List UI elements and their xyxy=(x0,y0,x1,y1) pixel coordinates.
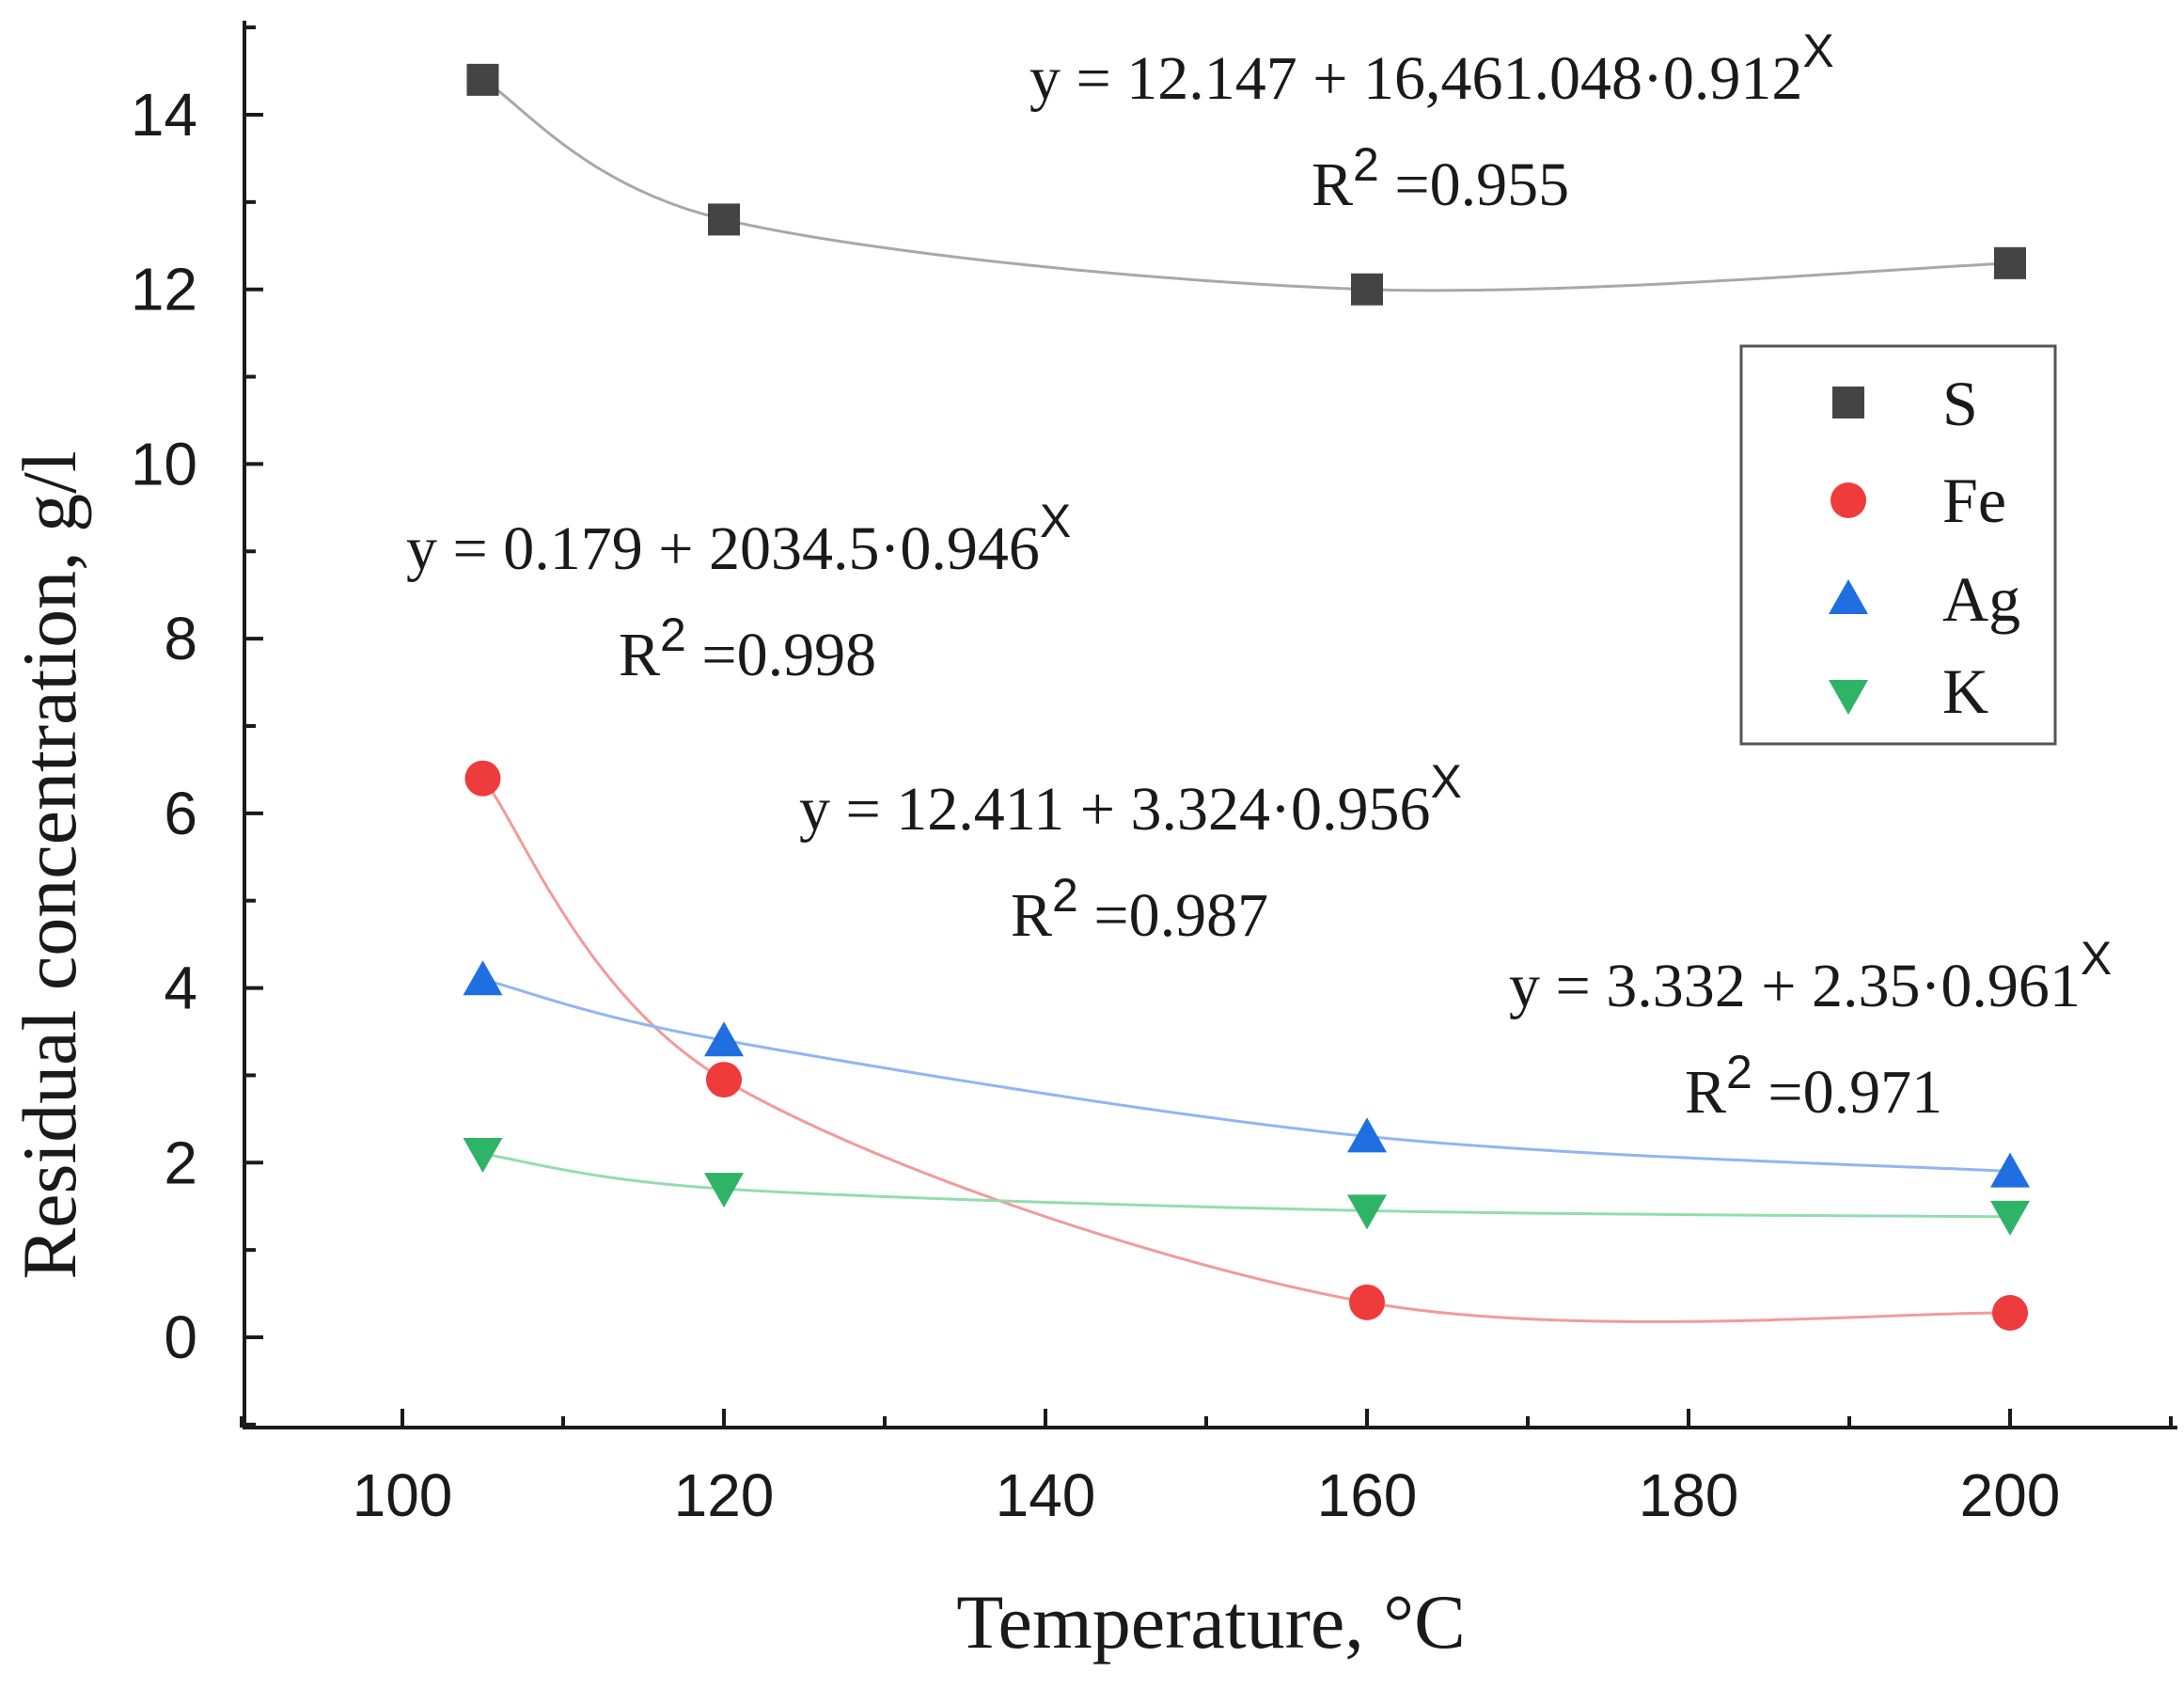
point-k xyxy=(1990,1200,2030,1236)
point-fe xyxy=(1992,1295,2028,1331)
x-tick-label: 180 xyxy=(1639,1461,1739,1529)
r2-s: R2 =0.955 xyxy=(1312,138,1569,219)
legend: S Fe Ag K xyxy=(1739,344,2057,746)
y-ticks: 0 2 4 6 8 10 12 14 xyxy=(131,25,263,1427)
point-s xyxy=(1351,273,1383,306)
legend-label-k: K xyxy=(1942,655,1988,727)
annotation-k: y = 3.332 + 2.35·0.961X R2 =0.971 xyxy=(1509,932,2112,1127)
y-tick-label: 14 xyxy=(131,81,197,149)
y-tick-label: 8 xyxy=(164,605,197,672)
legend-marker-fe xyxy=(1830,482,1866,518)
legend-label-s: S xyxy=(1942,368,1978,439)
x-tick-label: 140 xyxy=(996,1461,1096,1529)
fit-curve-ag xyxy=(482,977,2011,1174)
x-tick-label: 120 xyxy=(674,1461,775,1529)
y-tick-label: 2 xyxy=(164,1129,197,1196)
fit-curve-s xyxy=(481,78,2011,292)
r2-fe: R2 =0.998 xyxy=(619,608,876,689)
legend-marker-ag xyxy=(1829,579,1868,614)
fit-curves xyxy=(481,78,2011,1323)
r2-k: R2 =0.971 xyxy=(1685,1046,1942,1127)
point-fe xyxy=(706,1062,742,1098)
y-axis-title: Residual concentration, g/l xyxy=(7,450,92,1279)
fit-curve-k xyxy=(482,1152,2011,1219)
r2-ag: R2 =0.987 xyxy=(1011,869,1268,950)
annotation-s: y = 12.147 + 16,461.048·0.912X R2 =0.955 xyxy=(1029,24,1834,219)
y-tick-label: 0 xyxy=(164,1303,197,1371)
annotation-fe: y = 0.179 + 2034.5·0.946X R2 =0.998 xyxy=(406,495,1071,689)
y-tick-label: 12 xyxy=(131,256,197,324)
point-k xyxy=(463,1138,503,1173)
point-s xyxy=(708,203,740,236)
legend-label-ag: Ag xyxy=(1942,563,2020,635)
point-ag xyxy=(463,960,503,996)
legend-label-fe: Fe xyxy=(1942,465,2006,536)
markers xyxy=(463,63,2030,1331)
legend-markers xyxy=(1829,387,1868,715)
equation-k: y = 3.332 + 2.35·0.961X xyxy=(1509,932,2112,1020)
point-s xyxy=(1994,246,2026,279)
point-fe xyxy=(464,760,501,797)
x-tick-label: 160 xyxy=(1317,1461,1418,1529)
legend-marker-k xyxy=(1829,680,1868,715)
x-tick-label: 100 xyxy=(353,1461,453,1529)
annotation-ag: y = 12.411 + 3.324·0.956X R2 =0.987 xyxy=(799,755,1462,950)
x-tick-label: 200 xyxy=(1960,1461,2061,1529)
point-fe xyxy=(1349,1284,1385,1320)
point-ag xyxy=(1347,1117,1387,1153)
y-tick-label: 10 xyxy=(131,430,197,497)
equation-ag: y = 12.411 + 3.324·0.956X xyxy=(799,755,1462,844)
x-axis-title: Temperature, °C xyxy=(956,1579,1466,1665)
fit-curve-fe xyxy=(481,777,2011,1323)
point-k xyxy=(1347,1194,1387,1230)
legend-box xyxy=(1739,344,2057,746)
point-k xyxy=(704,1173,744,1208)
y-tick-label: 4 xyxy=(164,955,197,1022)
equation-fe: y = 0.179 + 2034.5·0.946X xyxy=(406,495,1071,583)
x-ticks: 100 120 140 160 180 200 xyxy=(240,1409,2173,1529)
equation-s: y = 12.147 + 16,461.048·0.912X xyxy=(1029,24,1834,113)
y-tick-label: 6 xyxy=(164,780,197,847)
point-s xyxy=(466,63,499,96)
point-ag xyxy=(704,1021,744,1057)
legend-marker-s xyxy=(1832,387,1864,418)
point-ag xyxy=(1990,1152,2030,1188)
